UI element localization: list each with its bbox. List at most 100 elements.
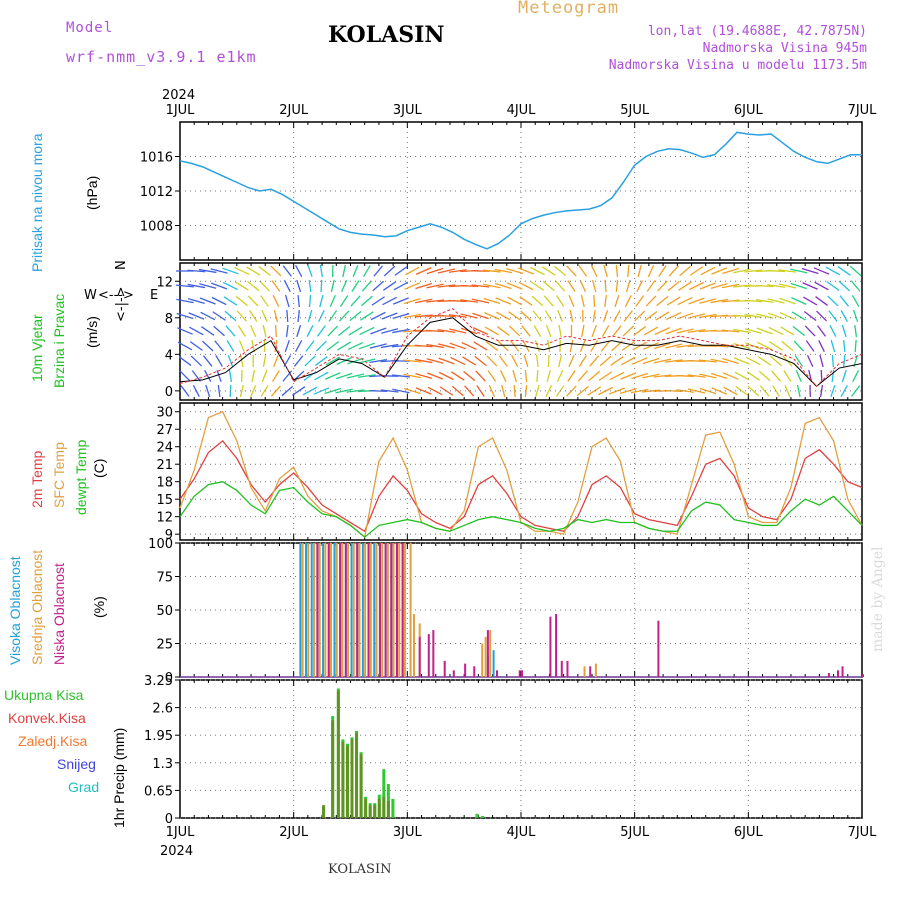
wind-arrow (541, 266, 556, 276)
wind-arrow (666, 311, 682, 321)
y-tick-label: 1016 (140, 151, 173, 166)
wind-arrow (666, 296, 681, 306)
wind-arrow (426, 343, 444, 349)
low-cloud-bar (339, 543, 342, 677)
wind-arrow (679, 265, 692, 277)
low-cloud-bar (432, 630, 435, 677)
conv-precip-bar (382, 796, 386, 818)
low-cloud-bar (356, 543, 359, 677)
wind-arrow (830, 339, 836, 353)
wind-arrow (235, 295, 248, 307)
high-cloud-bar (333, 543, 336, 677)
wind-arrow (566, 265, 577, 277)
temp-axis-title-1: 2m Temp (29, 450, 45, 508)
mid-cloud-bar (481, 643, 484, 677)
wind-arrow (794, 355, 804, 367)
lonlat-label: lon,lat (19.4688E, 42.7875N) (647, 24, 867, 39)
wind-arrow (362, 265, 371, 277)
wind-arrow (414, 344, 433, 348)
wind-arrow (460, 285, 479, 287)
wind-arrow (189, 341, 203, 351)
wind-arrow (677, 296, 693, 306)
wind-arrow (211, 282, 228, 290)
wind-arrow (358, 342, 376, 350)
wind-arrow (393, 297, 409, 305)
wind-arrow (644, 310, 658, 322)
wind-arrow (791, 311, 806, 321)
wind-arrow (308, 279, 312, 293)
mid-cloud-bar (381, 543, 384, 677)
model-label: Model (66, 20, 114, 36)
y-tick-label: 9 (165, 528, 173, 543)
wind-arrow (320, 279, 323, 293)
x-tick-label-bottom: 4JUL (507, 825, 537, 840)
wind-arrow (393, 281, 409, 291)
wind-arrow (415, 373, 433, 379)
wind-arrow (801, 267, 819, 275)
wind-arrow (360, 311, 374, 321)
wind-arrow (653, 374, 672, 378)
wind-arrow (590, 265, 598, 277)
wind-arrow (486, 355, 498, 367)
wind-arrow (627, 264, 630, 278)
low-cloud-bar (521, 670, 523, 677)
wind-arrow (543, 295, 554, 307)
wind-arrow (350, 295, 361, 307)
compass-w: W (84, 288, 97, 303)
wind-arrow (372, 280, 385, 292)
wind-arrow (653, 358, 672, 364)
wind-arrow (293, 355, 304, 367)
wind-arrow (722, 372, 739, 380)
low-cloud-bar (473, 666, 476, 677)
wind-arrow (643, 326, 659, 336)
x-tick-label-top: 2JUL (279, 103, 309, 118)
wind-arrow (335, 372, 353, 380)
conv-precip-bar (368, 805, 372, 818)
x-tick-label-bottom: 7JUL (848, 825, 878, 840)
wind-arrow (349, 310, 362, 322)
wind-arrow (687, 360, 706, 362)
wind-arrow (381, 312, 398, 320)
wind-arrow (621, 341, 635, 351)
wind-arrow (734, 357, 750, 365)
y-tick-label: 0 (165, 812, 173, 827)
wind-arrow (733, 343, 751, 349)
wind-arrow (778, 283, 797, 289)
wind-arrow (656, 295, 669, 307)
wind-arrow (305, 340, 315, 352)
wind-arrow (295, 340, 303, 352)
wind-arrow (614, 294, 620, 308)
conv-precip-bar (364, 798, 368, 818)
wind-arrow (475, 370, 486, 382)
wind-arrow (308, 294, 312, 308)
y-tick-label: 75 (156, 571, 173, 586)
wind-arrow (790, 282, 808, 290)
cloud-axis-title-3: Niska Oblacnost (51, 563, 67, 665)
wind-arrow (508, 311, 522, 321)
wind-arrow (591, 324, 597, 338)
wind-arrow (598, 371, 613, 381)
wind-arrow (318, 310, 325, 322)
wind-arrow (524, 369, 528, 383)
wind-arrow (635, 295, 645, 307)
wind-arrow (512, 369, 517, 383)
wind-arrow (608, 387, 625, 395)
wind-arrow (403, 373, 422, 379)
high-cloud-bar (305, 543, 308, 677)
wind-arrow (642, 373, 660, 379)
wind-arrow (592, 309, 596, 323)
wind-arrow (818, 340, 825, 352)
y-tick-label: 12 (156, 275, 173, 290)
mid-cloud-bar (413, 614, 416, 677)
wind-arrow (654, 342, 671, 350)
wind-arrow (837, 266, 851, 276)
wind-arrow (587, 386, 602, 396)
temp-axis-title-3: dewpt Temp (73, 440, 89, 515)
wind-arrow (304, 355, 316, 367)
mid-cloud-bar (301, 543, 304, 677)
wind-arrow (371, 296, 385, 306)
wind-arrow (292, 386, 306, 396)
wind-arrow (779, 297, 796, 305)
x-tick-label-bottom: 2JUL (279, 825, 309, 840)
wind-arrow (474, 355, 487, 367)
